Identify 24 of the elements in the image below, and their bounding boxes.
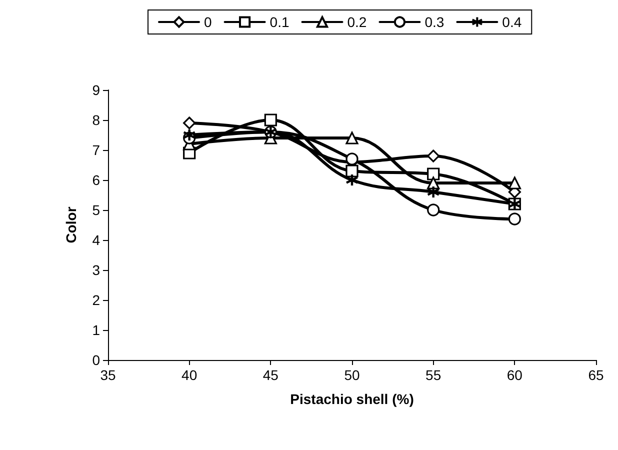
legend-label: 0.3 [424,14,444,30]
x-tick-label: 35 [100,367,116,383]
y-tick-label: 2 [92,292,100,308]
y-tick-label: 8 [92,112,100,128]
y-axis-title: Color [63,206,79,244]
legend-label: 0.1 [270,14,290,30]
y-tick-label: 7 [92,142,100,158]
x-tick-label: 50 [344,367,360,383]
legend-label: 0.2 [347,14,367,30]
y-tick-label: 5 [92,202,100,218]
x-tick-label: 55 [426,367,442,383]
y-tick-label: 4 [92,232,100,248]
y-tick-label: 9 [92,82,100,98]
x-tick-label: 40 [182,367,198,383]
x-tick-label: 45 [262,367,279,383]
legend-label: 0.4 [502,14,522,30]
legend-label: 0 [204,14,212,30]
y-tick-label: 3 [92,262,100,278]
x-axis-title: Pistachio shell (%) [290,391,414,407]
x-tick-label: 65 [588,367,604,383]
y-tick-label: 1 [92,322,100,338]
y-tick-label: 6 [92,172,100,188]
y-tick-label: 0 [92,352,100,368]
x-tick-label: 60 [506,367,523,383]
